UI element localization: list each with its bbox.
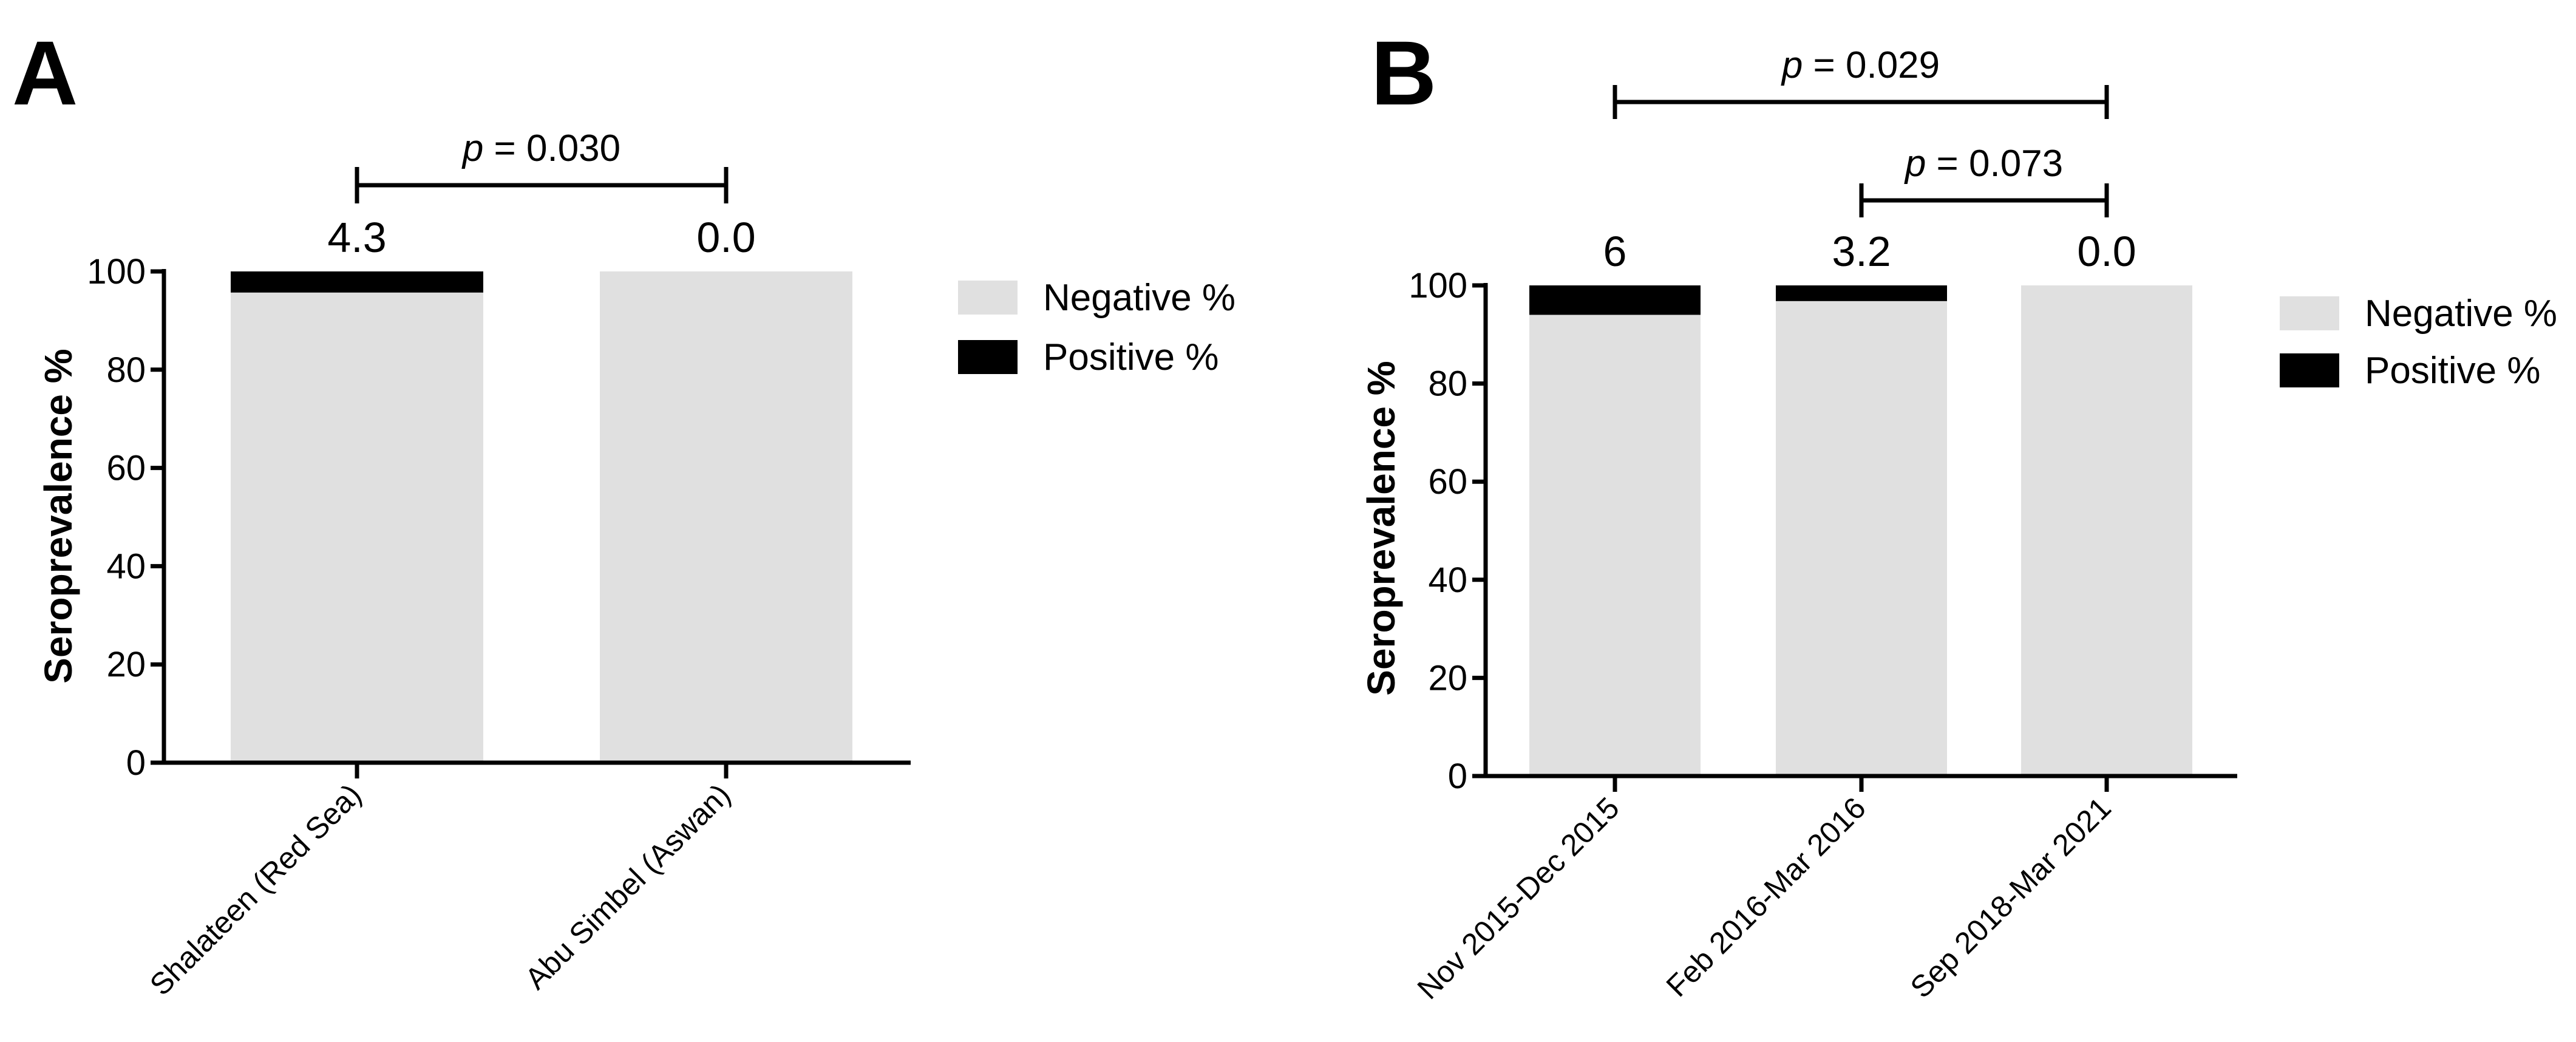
panel-a-data-label: 4.3 xyxy=(327,214,386,261)
panel-b-letter: B xyxy=(1371,22,1436,124)
panel-b: B Seroprevalence % 0 20 40 60 80 100 Nov 2015… xyxy=(1359,22,2557,1006)
panel-a-y-tick-label: 80 xyxy=(106,350,146,390)
panel-a-legend: Negative % Positive % xyxy=(958,277,1235,378)
panel-a-y-tick-label: 60 xyxy=(106,449,146,488)
panel-b-data-label: 6 xyxy=(1603,228,1627,275)
panel-a-data-labels: 4.3 0.0 xyxy=(327,214,755,261)
panel-b-bars xyxy=(1529,285,2192,777)
panel-b-y-tick-label: 100 xyxy=(1409,266,1467,305)
panel-a-y-ticks: 0 20 40 60 80 100 xyxy=(87,252,164,783)
panel-b-y-tick-label: 40 xyxy=(1428,560,1467,600)
panel-b-bar-negative xyxy=(2021,285,2192,776)
panel-a-y-tick-label: 20 xyxy=(106,645,146,684)
panel-b-y-axis-label: Seroprevalence % xyxy=(1359,361,1403,695)
panel-b-x-tick-label: Feb 2016-Mar 2016 xyxy=(1660,791,1872,1003)
panel-b-significance-brackets: p = 0.029 p = 0.073 xyxy=(1613,44,2109,217)
panel-b-y-tick-label: 80 xyxy=(1428,364,1467,404)
panel-b-legend-label: Positive % xyxy=(2365,350,2540,392)
panel-b-significance-bracket xyxy=(1859,183,2109,217)
panel-b-y-tick-label: 0 xyxy=(1448,757,1467,796)
panel-a-significance-brackets: p = 0.030 xyxy=(355,128,729,203)
panel-a-x-tick-label: Abu Simbel (Aswan) xyxy=(518,777,737,996)
panel-a-bar-negative xyxy=(231,292,483,763)
panel-b-y-tick-label: 20 xyxy=(1428,658,1467,698)
panel-a-letter: A xyxy=(12,22,78,124)
panel-a-bars xyxy=(231,271,852,763)
panel-a-legend-label: Negative % xyxy=(1043,277,1235,319)
panel-a-legend-swatch-negative xyxy=(958,281,1018,315)
panel-b-x-tick-label: Nov 2015-Dec 2015 xyxy=(1411,791,1626,1006)
panel-a-p-value-label: p = 0.030 xyxy=(461,128,620,169)
panel-b-bar-negative xyxy=(1529,315,1701,776)
panel-b-legend: Negative % Positive % xyxy=(2280,293,2557,392)
panel-b-legend-swatch-positive xyxy=(2280,353,2339,387)
panel-a-bar-negative xyxy=(600,271,852,763)
panel-b-bar-positive xyxy=(1529,285,1701,315)
panel-a-bar-positive xyxy=(231,271,483,293)
panel-a-legend-label: Positive % xyxy=(1043,336,1218,378)
panel-b-data-label: 0.0 xyxy=(2077,228,2136,275)
panel-b-x-ticks: Nov 2015-Dec 2015 Feb 2016-Mar 2016 Sep 20… xyxy=(1411,776,2118,1006)
panel-a-x-tick-label: Shalateen (Red Sea) xyxy=(143,777,368,1002)
panel-b-bar-negative xyxy=(1776,301,1947,777)
panel-b-p-value-label: p = 0.029 xyxy=(1781,44,1940,86)
panel-b-legend-swatch-negative xyxy=(2280,296,2339,330)
panel-b-y-tick-label: 60 xyxy=(1428,462,1467,502)
panel-b-legend-label: Negative % xyxy=(2365,293,2557,335)
panel-a-data-label: 0.0 xyxy=(696,214,755,261)
panel-a-y-tick-label: 40 xyxy=(106,547,146,586)
panel-a-y-axis-label: Seroprevalence % xyxy=(36,349,80,683)
panel-b-x-tick-label: Sep 2018-Mar 2021 xyxy=(1904,791,2118,1004)
panel-a: A Seroprevalence % 0 20 40 60 80 100 Shalatee… xyxy=(12,22,1235,1002)
panel-a-y-tick-label: 0 xyxy=(126,743,146,783)
panel-a-y-tick-label: 100 xyxy=(87,252,146,291)
panel-b-data-label: 3.2 xyxy=(1832,228,1891,275)
panel-b-bar-positive xyxy=(1776,285,1947,301)
panel-a-significance-bracket xyxy=(355,167,729,203)
panel-a-legend-swatch-positive xyxy=(958,340,1018,374)
panel-b-data-labels: 6 3.2 0.0 xyxy=(1603,228,2136,275)
panel-a-x-ticks: Shalateen (Red Sea) Abu Simbel (Aswan) xyxy=(143,763,737,1002)
panel-b-p-value-label: p = 0.073 xyxy=(1904,143,2063,185)
panel-b-significance-bracket xyxy=(1613,85,2109,119)
panel-b-y-ticks: 0 20 40 60 80 100 xyxy=(1409,266,1486,796)
